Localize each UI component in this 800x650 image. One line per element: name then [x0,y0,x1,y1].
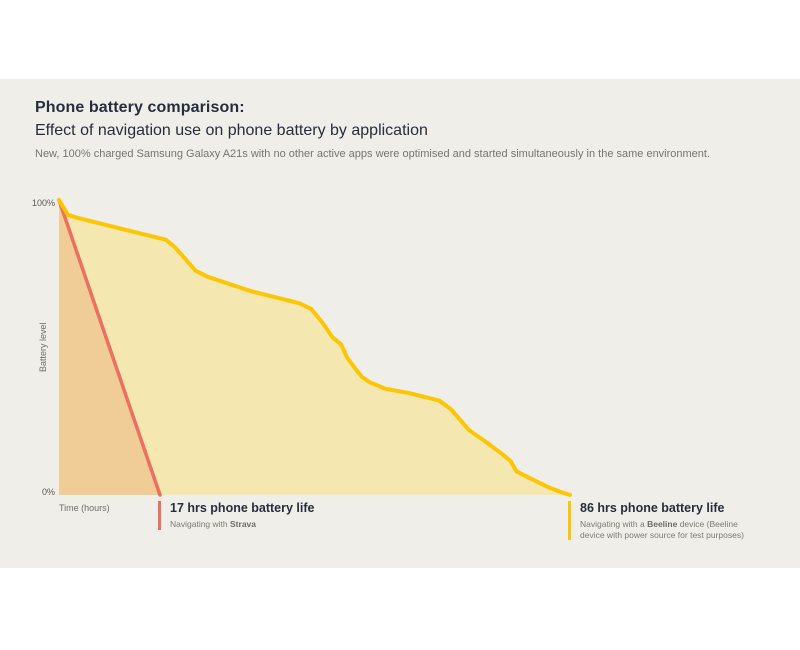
beeline-area-fill [59,200,570,495]
strava-label-title: 17 hrs phone battery life [170,501,315,515]
page-subtitle: Effect of navigation use on phone batter… [35,122,428,139]
page-description: New, 100% charged Samsung Galaxy A21s wi… [35,148,711,160]
beeline-battery-line [57,198,572,497]
strava-sub-bold: Strava [230,519,257,529]
battery-chart [57,198,572,497]
beeline-sub-suffix: device (Beeline device with power source… [580,519,744,540]
beeline-label-sub: Navigating with a Beeline device (Beelin… [580,519,760,540]
y-axis-max-label: 100% [31,198,55,208]
beeline-sub-prefix: Navigating with a [580,519,648,529]
strava-end-label: 17 hrs phone battery life Navigating wit… [158,501,314,530]
beeline-label-title: 86 hrs phone battery life [580,501,725,515]
beeline-end-label: 86 hrs phone battery life Navigating wit… [568,501,760,541]
page-title: Phone battery comparison: [35,99,245,116]
y-axis-min-label: 0% [41,487,55,497]
beeline-sub-bold: Beeline [647,519,678,529]
strava-sub-prefix: Navigating with [170,519,231,529]
strava-label-sub: Navigating with Strava [170,519,314,530]
x-axis-title: Time (hours) [59,503,110,513]
strava-battery-line [57,198,162,497]
y-axis-title: Battery level [38,322,48,373]
